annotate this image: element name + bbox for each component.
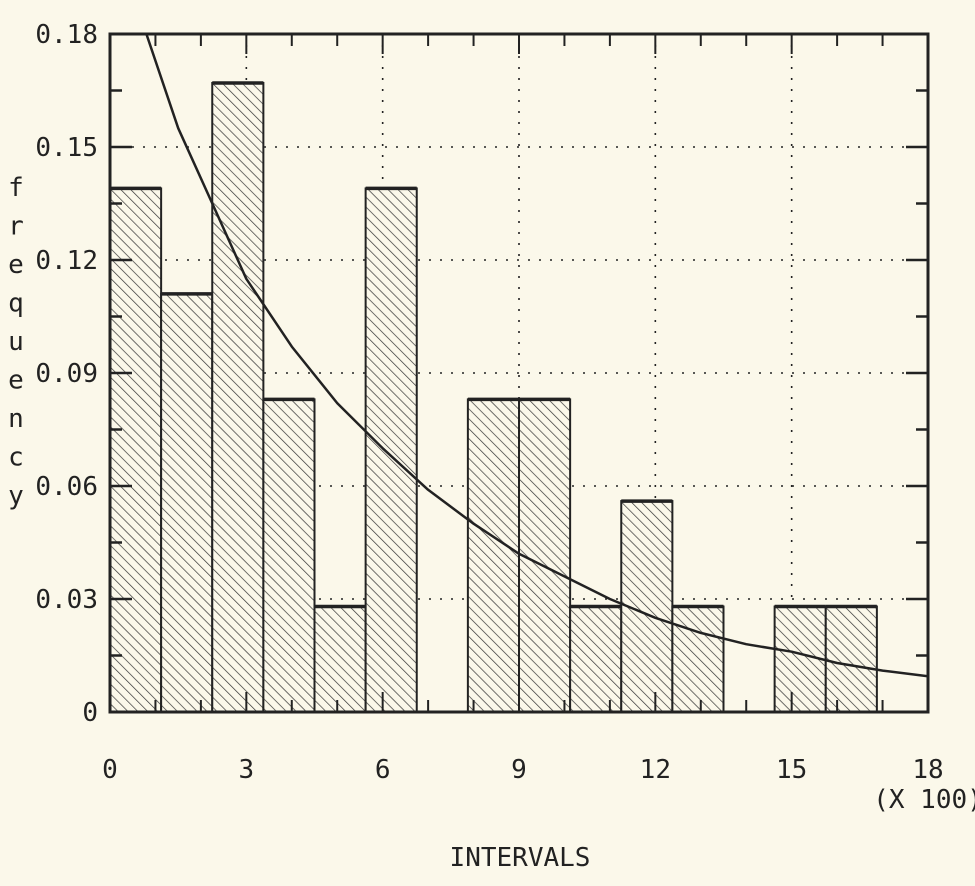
y-axis-title-char-2: e <box>8 250 24 280</box>
fitted-curve-line <box>145 34 928 678</box>
y-axis-title-char-7: c <box>8 443 24 473</box>
axis-ticks <box>109 32 929 714</box>
bar-4 <box>313 605 367 713</box>
bars <box>109 81 878 714</box>
ytick-label-6: 0.18 <box>35 20 98 50</box>
y-axis-title-char-6: n <box>8 404 24 434</box>
bar-2 <box>211 81 265 713</box>
xtick-label-2: 6 <box>375 755 391 785</box>
xtick-label-3: 9 <box>511 755 527 785</box>
bar-14 <box>824 605 878 713</box>
xtick-label-4: 12 <box>640 755 671 785</box>
y-axis-title-char-5: e <box>8 366 24 396</box>
bar-7 <box>466 398 520 713</box>
ytick-label-2: 0.06 <box>35 472 98 502</box>
bar-9 <box>569 605 623 713</box>
bar-11 <box>671 605 725 713</box>
xtick-label-6: 18 <box>912 755 943 785</box>
fitted-curve <box>145 34 928 678</box>
y-axis-title-char-4: u <box>8 327 24 357</box>
ytick-label-4: 0.12 <box>35 246 98 276</box>
y-axis-title-char-3: q <box>8 289 24 319</box>
xtick-label-0: 0 <box>102 755 118 785</box>
x-multiplier-label: (X 100) <box>873 785 975 815</box>
y-axis-title-char-0: f <box>8 173 24 203</box>
bar-0 <box>109 187 163 713</box>
bar-1 <box>160 292 214 713</box>
bar-5 <box>364 187 418 713</box>
xtick-label-5: 15 <box>776 755 807 785</box>
y-axis-title-char-8: y <box>8 481 24 511</box>
y-axis-title-char-1: r <box>8 212 24 242</box>
bar-3 <box>262 398 316 713</box>
xtick-label-1: 3 <box>239 755 255 785</box>
ytick-label-3: 0.09 <box>35 359 98 389</box>
y-tick-labels: 0 0.03 0.06 0.09 0.12 0.15 0.18 <box>35 20 98 728</box>
x-axis-title: INTERVALS <box>450 843 591 873</box>
ytick-label-5: 0.15 <box>35 133 98 163</box>
ytick-label-1: 0.03 <box>35 585 98 615</box>
x-tick-labels: 0 3 6 9 12 15 18 <box>102 755 943 785</box>
ytick-label-0: 0 <box>82 698 98 728</box>
bar-8 <box>518 398 572 713</box>
